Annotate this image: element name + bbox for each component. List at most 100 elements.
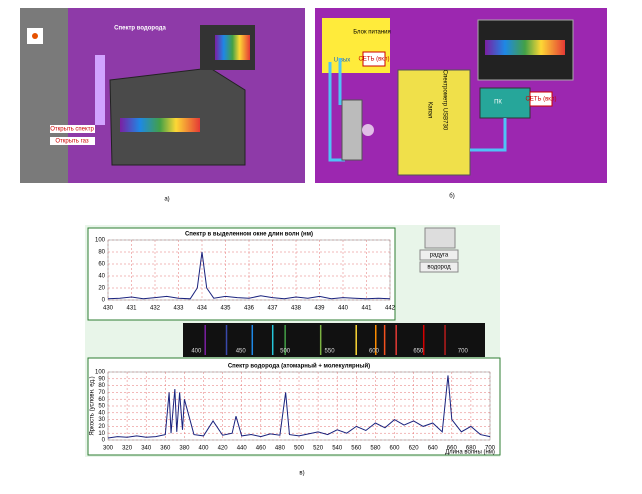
x-tick-label: 320 xyxy=(122,446,133,452)
glow xyxy=(362,124,374,136)
chart-top-frame xyxy=(87,227,396,321)
label: ПК xyxy=(494,100,502,106)
chest xyxy=(109,67,246,166)
y-tick-label: 20 xyxy=(98,286,105,292)
button[interactable] xyxy=(50,137,95,145)
y-tick-label: 80 xyxy=(98,383,105,389)
x-tick-label: 500 xyxy=(294,446,305,452)
button-label: радуга xyxy=(430,253,449,259)
y-tick-label: 10 xyxy=(98,431,105,437)
monitor-spectrum xyxy=(485,40,565,55)
x-tick-label: 640 xyxy=(428,446,439,452)
tube xyxy=(341,99,363,161)
pc-box xyxy=(479,87,531,119)
x-tick-label: 435 xyxy=(220,306,231,312)
y-tick-label: 0 xyxy=(102,298,106,304)
y-tick-label: 60 xyxy=(98,397,105,403)
cable xyxy=(470,118,507,152)
label: Капэл xyxy=(426,102,432,119)
icon-dot xyxy=(32,33,38,39)
rainbow-front xyxy=(120,118,200,132)
x-tick-label: 480 xyxy=(275,446,286,452)
chart-title: Спектр водорода (атомарный + молекулярны… xyxy=(228,363,370,370)
button[interactable] xyxy=(419,261,459,273)
strip-tick-label: 650 xyxy=(413,349,424,355)
y-tick-label: 40 xyxy=(98,274,105,280)
strip-tick-label: 700 xyxy=(458,349,469,355)
x-tick-label: 439 xyxy=(314,306,325,312)
button-label: Открыть газ xyxy=(55,139,89,145)
caption: а) xyxy=(164,197,169,203)
x-tick-label: 700 xyxy=(485,446,496,452)
x-tick-label: 620 xyxy=(409,446,420,452)
y-tick-label: 40 xyxy=(98,410,105,416)
x-tick-label: 434 xyxy=(197,306,208,312)
cable xyxy=(328,58,345,162)
x-tick-label: 442 xyxy=(385,306,396,312)
y-tick-label: 80 xyxy=(98,250,105,256)
x-tick-label: 432 xyxy=(150,306,161,312)
x-tick-label: 430 xyxy=(103,306,114,312)
x-tick-label: 660 xyxy=(447,446,458,452)
label: U вых xyxy=(334,58,351,64)
y-tick-label: 60 xyxy=(98,262,105,268)
rainbow xyxy=(215,35,250,60)
x-tick-label: 520 xyxy=(313,446,324,452)
x-tick-label: 340 xyxy=(141,446,152,452)
button-label: водород xyxy=(427,265,451,271)
x-tick-label: 560 xyxy=(351,446,362,452)
switch[interactable] xyxy=(362,51,386,67)
y-tick-label: 70 xyxy=(98,390,105,396)
x-tick-label: 441 xyxy=(361,306,372,312)
button[interactable] xyxy=(424,227,456,249)
y-tick-label: 50 xyxy=(98,404,105,410)
caption: б) xyxy=(449,194,454,200)
y-tick-label: 100 xyxy=(95,238,106,244)
x-axis-label: Длина волны (нм) xyxy=(445,450,495,456)
y-tick-label: 100 xyxy=(95,370,106,376)
switch[interactable] xyxy=(529,91,553,107)
plot-area xyxy=(107,371,491,441)
x-tick-label: 438 xyxy=(291,306,302,312)
button[interactable] xyxy=(50,125,95,133)
y-tick-label: 0 xyxy=(102,438,106,444)
strip-tick-label: 550 xyxy=(325,349,336,355)
label: Блок питания xyxy=(353,30,391,36)
spectrum-line xyxy=(107,251,391,300)
x-tick-label: 580 xyxy=(370,446,381,452)
strip-tick-label: 500 xyxy=(280,349,291,355)
spectrometer xyxy=(397,69,471,176)
strip-tick-label: 400 xyxy=(191,349,202,355)
x-tick-label: 431 xyxy=(126,306,137,312)
spectrum-strip xyxy=(183,323,485,357)
y-tick-label: 30 xyxy=(98,417,105,423)
x-tick-label: 436 xyxy=(244,306,255,312)
button-label: Открыть спектр xyxy=(50,127,94,133)
button[interactable] xyxy=(419,249,459,261)
x-tick-label: 437 xyxy=(267,306,278,312)
x-tick-label: 300 xyxy=(103,446,114,452)
caption: в) xyxy=(299,471,304,477)
chart-title: Спектр в выделенном окне длин волн (нм) xyxy=(185,232,313,238)
x-tick-label: 380 xyxy=(179,446,190,452)
chart-bottom-frame xyxy=(87,357,501,456)
y-axis-label: Яркость (условн. ед.) xyxy=(90,376,96,435)
strip-tick-label: 600 xyxy=(369,349,380,355)
y-tick-label: 20 xyxy=(98,424,105,430)
strip-tick-label: 450 xyxy=(236,349,247,355)
x-tick-label: 600 xyxy=(389,446,400,452)
label: СЕТЬ (вкл) xyxy=(526,97,557,103)
label: Спектрометр USB730 xyxy=(441,70,447,131)
title: Спектр водорода xyxy=(114,26,166,32)
y-tick-label: 90 xyxy=(98,376,105,382)
x-tick-label: 400 xyxy=(198,446,209,452)
x-tick-label: 433 xyxy=(173,306,184,312)
plot-area xyxy=(107,239,391,301)
spectrum-line xyxy=(107,375,491,439)
x-tick-label: 440 xyxy=(338,306,349,312)
x-tick-label: 680 xyxy=(466,446,477,452)
label: СЕТЬ (вкл) xyxy=(359,57,390,63)
x-tick-label: 460 xyxy=(256,446,267,452)
